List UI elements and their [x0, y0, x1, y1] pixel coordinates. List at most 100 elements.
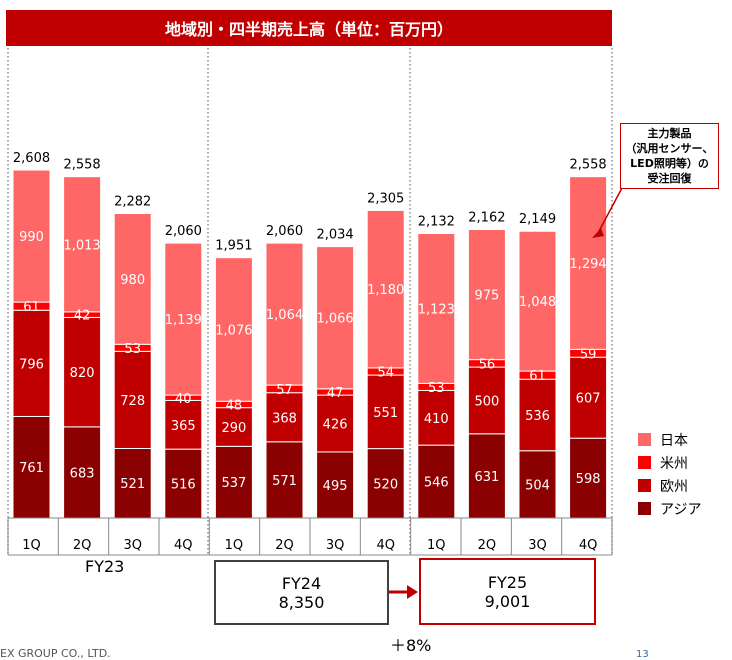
total-label: 2,034 — [316, 228, 353, 243]
value-label: 1,066 — [316, 312, 353, 327]
footer-company: EX GROUP CO., LTD. — [0, 647, 111, 660]
bar-segment — [113, 213, 152, 345]
legend: 日本 米州 欧州 アジア — [638, 428, 701, 520]
bar-segment — [214, 257, 253, 402]
bar-segment — [316, 246, 355, 390]
page-number: 13 — [636, 649, 649, 660]
total-label: 2,558 — [63, 158, 100, 173]
value-label: 61 — [23, 300, 40, 315]
tick-label: 3Q — [326, 538, 345, 553]
fy25-label: FY25 — [487, 572, 528, 592]
legend-swatch — [638, 479, 651, 492]
value-label: 42 — [74, 309, 91, 324]
callout-line: 主力製品 — [647, 127, 692, 140]
legend-label: 米州 — [660, 455, 688, 472]
value-label: 1,064 — [266, 308, 303, 323]
tick-label: 4Q — [174, 538, 193, 553]
bar-segment — [63, 316, 102, 428]
value-label: 1,123 — [418, 302, 455, 317]
tick-label: 1Q — [225, 538, 244, 553]
value-label: 504 — [525, 478, 550, 493]
value-label: 40 — [175, 392, 192, 407]
value-label: 1,013 — [63, 238, 100, 253]
growth-rate: ＋8% — [390, 636, 432, 655]
value-label: 761 — [19, 461, 44, 476]
value-label: 56 — [479, 357, 496, 372]
fy24-total: 8,350 — [278, 592, 325, 612]
bar-segment — [164, 448, 203, 519]
value-label: 290 — [221, 421, 246, 436]
bar-segment — [316, 451, 355, 519]
callout-note: 主力製品 （汎用センサー、 LED照明等）の 受注回復 — [620, 123, 719, 189]
value-label: 57 — [276, 383, 293, 398]
value-label: 48 — [226, 398, 243, 413]
callout-line: 受注回復 — [647, 172, 692, 185]
tick-label: 4Q — [579, 538, 598, 553]
total-label: 2,149 — [519, 212, 556, 227]
tick-label: 1Q — [427, 538, 446, 553]
tick-label: 2Q — [73, 538, 92, 553]
callout-arrow — [592, 187, 623, 238]
total-label: 2,162 — [468, 211, 505, 226]
value-label: 537 — [221, 476, 246, 491]
legend-item-americas: 米州 — [638, 451, 701, 474]
bar-segment — [518, 230, 557, 372]
fy25-total: 9,001 — [484, 591, 531, 611]
tick-label: 1Q — [22, 538, 41, 553]
bars — [12, 169, 608, 519]
value-label: 728 — [120, 394, 145, 409]
value-label: 571 — [272, 474, 297, 489]
bar-segment — [12, 169, 51, 303]
value-label: 495 — [323, 479, 348, 494]
value-label: 516 — [171, 478, 196, 493]
fy25-total-box: FY25 9,001 — [419, 558, 596, 625]
period-dividers — [7, 48, 613, 555]
legend-item-japan: 日本 — [638, 428, 701, 451]
bar-segment — [417, 389, 456, 446]
value-label: 607 — [576, 392, 601, 407]
value-label: 500 — [474, 394, 499, 409]
value-label: 975 — [474, 289, 499, 304]
chart-title: 地域別・四半期売上高（単位：百万円） — [6, 10, 612, 46]
value-label: 410 — [424, 412, 449, 427]
bar-segment — [316, 394, 355, 453]
fy24-total-box: FY24 8,350 — [214, 560, 389, 625]
arrow-head — [592, 228, 604, 238]
bar-segment — [366, 209, 405, 369]
bar-segment — [214, 407, 253, 447]
value-label: 1,048 — [519, 295, 556, 310]
bar-segment — [569, 356, 608, 439]
value-label: 365 — [171, 419, 196, 434]
bar-segment — [366, 374, 405, 450]
total-label: 1,951 — [215, 239, 252, 254]
total-label: 2,060 — [165, 224, 202, 239]
value-label: 820 — [70, 366, 95, 381]
bar-segment — [265, 242, 304, 386]
growth-arrow-head — [407, 585, 418, 599]
total-label: 2,305 — [367, 191, 404, 206]
value-label: 426 — [323, 418, 348, 433]
value-label: 1,294 — [569, 257, 606, 272]
fy-growth-arrow — [389, 585, 418, 599]
value-label: 521 — [120, 477, 145, 492]
legend-item-asia: アジア — [638, 497, 701, 520]
value-label: 796 — [19, 357, 44, 372]
legend-swatch — [638, 456, 651, 469]
callout-line: LED照明等）の — [630, 157, 709, 170]
value-label: 990 — [19, 230, 44, 245]
bar-segment — [12, 309, 51, 417]
x-axis: 1Q 2Q 3Q 4Q 1Q 2Q 3Q 4Q 1Q 2Q 3Q 4Q — [7, 517, 613, 556]
total-labels: 2,608 2,558 2,282 2,060 1,951 2,060 2,034 2,305… — [13, 151, 607, 254]
value-label: 683 — [70, 466, 95, 481]
value-label: 1,139 — [165, 313, 202, 328]
value-label: 53 — [124, 342, 141, 357]
bar-segment — [164, 399, 203, 450]
bar-segment — [164, 242, 203, 396]
fy24-label: FY24 — [281, 573, 322, 593]
tick-label: 4Q — [376, 538, 395, 553]
value-label: 980 — [120, 273, 145, 288]
value-label: 520 — [373, 477, 398, 492]
total-label: 2,282 — [114, 195, 151, 210]
legend-item-europe: 欧州 — [638, 474, 701, 497]
